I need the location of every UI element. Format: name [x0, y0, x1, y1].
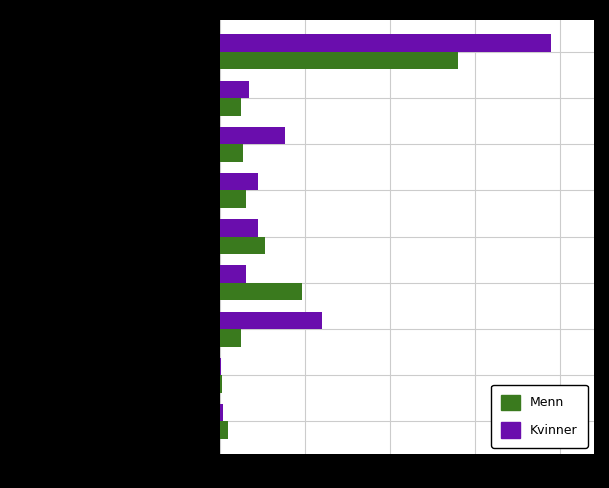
Bar	[220, 127, 285, 144]
Bar	[220, 34, 551, 52]
Bar	[220, 404, 223, 422]
Bar	[220, 358, 222, 375]
Legend: Menn, Kvinner: Menn, Kvinner	[491, 385, 588, 447]
Bar	[220, 311, 322, 329]
Bar	[220, 190, 246, 208]
Bar	[220, 52, 458, 69]
Bar	[220, 173, 258, 190]
Bar	[220, 422, 228, 439]
Bar	[220, 283, 302, 301]
Bar	[220, 81, 249, 98]
Bar	[220, 329, 241, 346]
Bar	[220, 375, 222, 393]
Bar	[220, 237, 264, 254]
Bar	[220, 144, 242, 162]
Bar	[220, 98, 241, 116]
Bar	[220, 265, 246, 283]
Bar	[220, 219, 258, 237]
